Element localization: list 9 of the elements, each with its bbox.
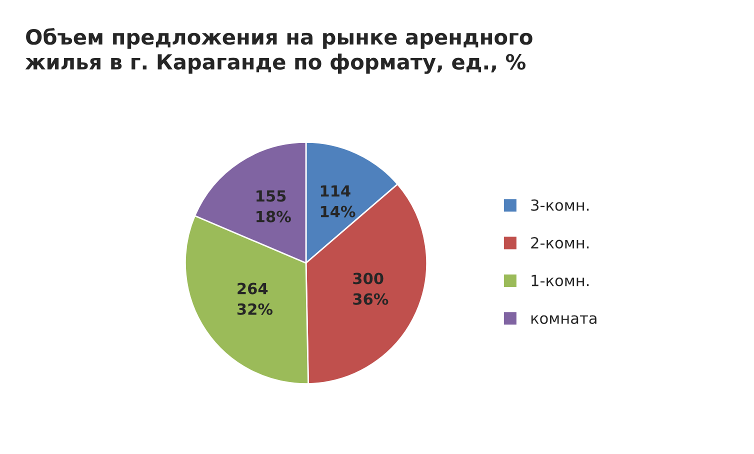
legend-label: комната [531, 315, 596, 324]
legend-label: 1-комн. [532, 274, 589, 286]
data-label: 264 32% [237, 282, 273, 315]
data-label: 114 14% [320, 185, 356, 218]
data-label: 300 36% [353, 272, 388, 305]
legend-label: 3-комн. [531, 199, 589, 211]
chart-title: Объем предложения на рынке арендного жилья в г. Караганде по формату, ед., % [25, 28, 532, 74]
data-label: 155 18% [256, 190, 291, 222]
legend-label: 2-комн. [531, 237, 589, 249]
